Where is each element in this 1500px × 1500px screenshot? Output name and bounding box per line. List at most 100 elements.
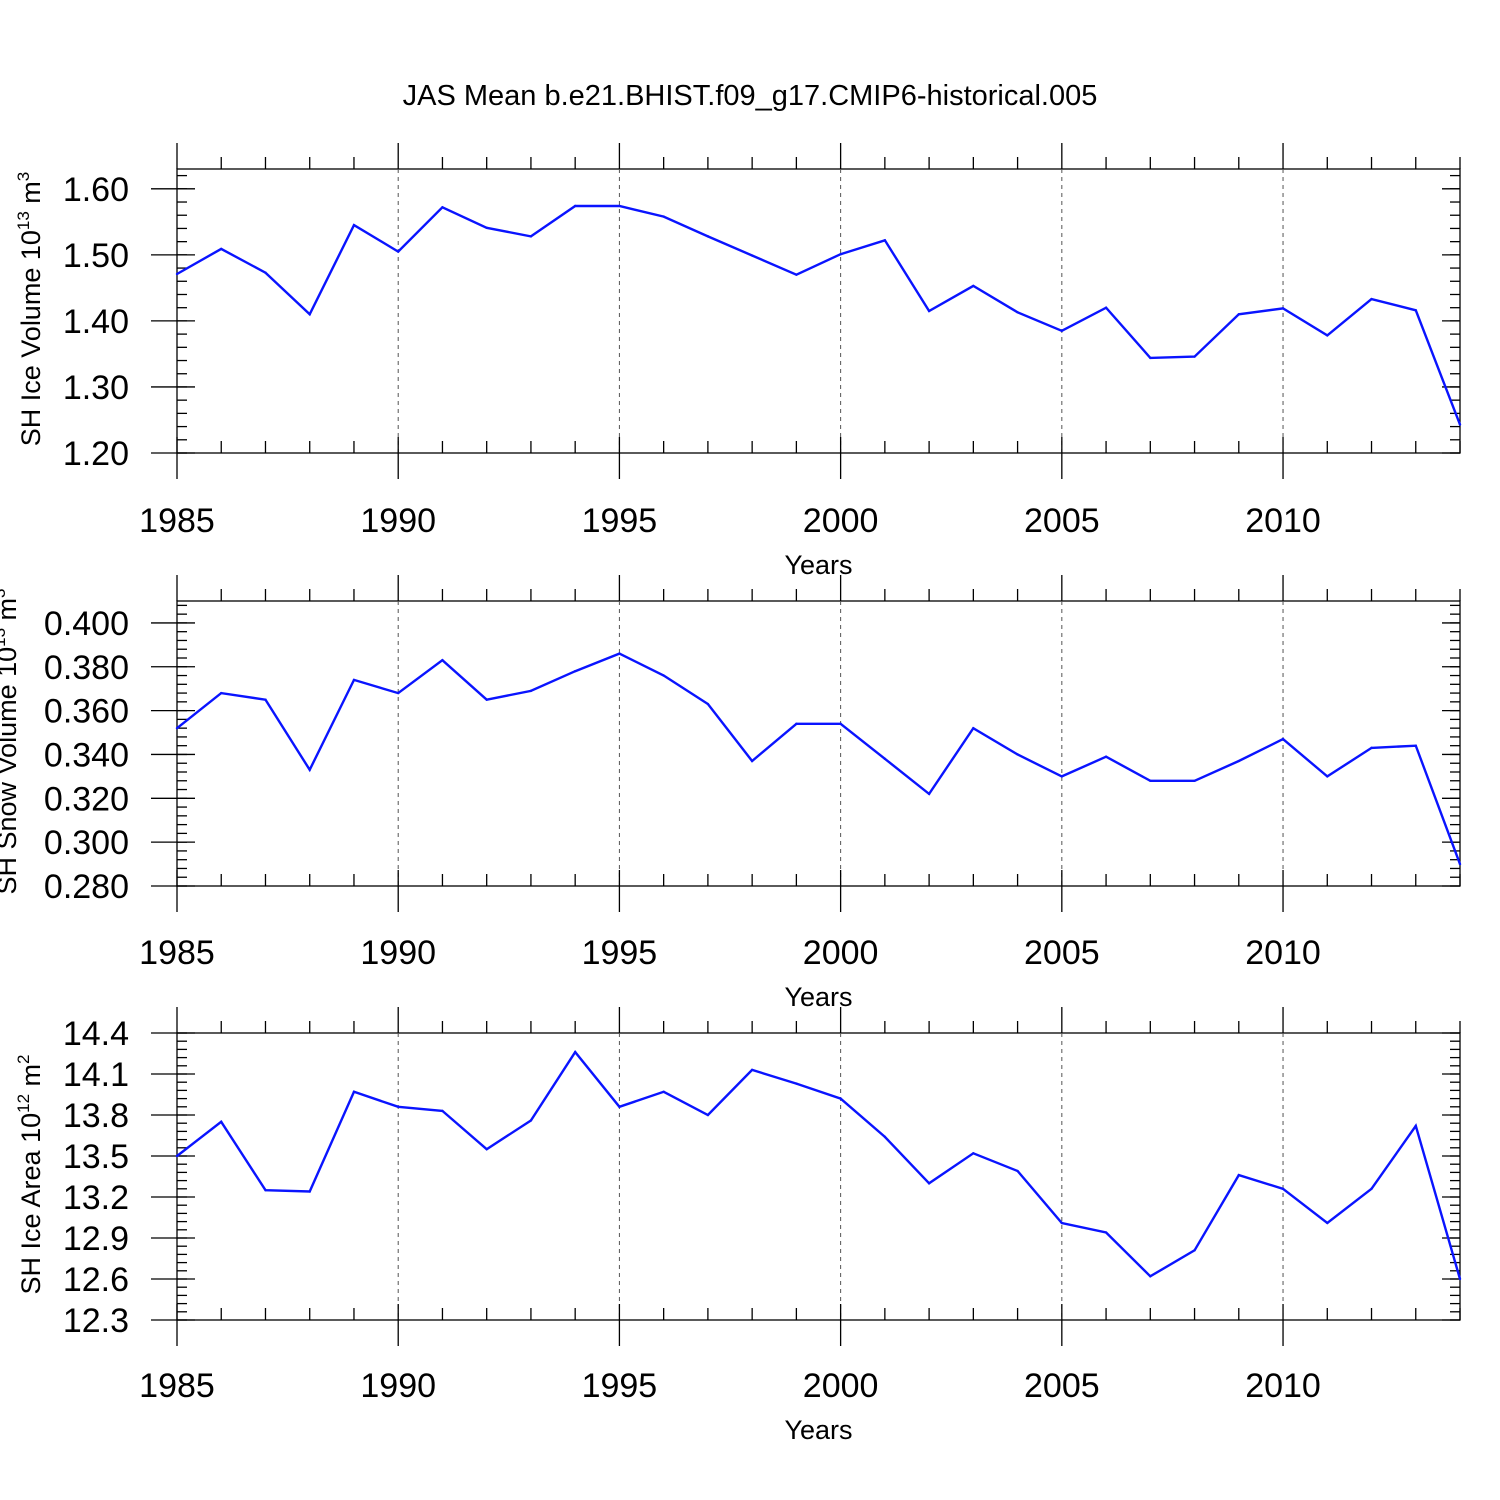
- y-axis-title-unit-exponent: 3: [0, 588, 9, 597]
- data-point: [441, 658, 444, 662]
- series-line: [176, 652, 1462, 865]
- data-point: [1414, 1124, 1417, 1128]
- data-point: [1193, 779, 1196, 782]
- data-point: [264, 698, 267, 701]
- y-tick-label: 1.30: [63, 369, 129, 407]
- data-point: [1326, 334, 1329, 337]
- y-axis-title-text: SH Ice Volume 10: [16, 230, 46, 446]
- y-tick-label: 1.60: [63, 171, 129, 209]
- y-tick-label: 0.360: [44, 693, 129, 731]
- chart-panel-1: 1985 1990 1995 2000 2005 2010 1.20 1.30 1.40 1.50…: [14, 143, 1462, 580]
- data-point: [1104, 1231, 1108, 1234]
- data-point: [397, 691, 400, 695]
- x-tick-label: 2005: [1024, 502, 1100, 540]
- data-point: [1149, 1275, 1152, 1278]
- data-point: [750, 254, 754, 257]
- data-point: [927, 792, 931, 796]
- data-point: [706, 702, 710, 706]
- data-point: [883, 757, 887, 761]
- x-tick-label: 1995: [582, 1367, 658, 1405]
- data-point: [662, 1090, 665, 1093]
- panels: 1985 1990 1995 2000 2005 2010 1.20 1.30 1.40 1.50…: [0, 143, 1462, 1445]
- data-point: [927, 1182, 931, 1185]
- figure-title: JAS Mean b.e21.BHIST.f09_g17.CMIP6-histo…: [403, 80, 1098, 112]
- y-tick-label: 13.5: [63, 1138, 129, 1176]
- data-point: [1060, 329, 1064, 333]
- x-tick-label: 1990: [360, 502, 436, 540]
- data-point: [1370, 1187, 1373, 1191]
- data-point: [220, 1120, 223, 1124]
- y-axis-title: SH Ice Volume 1013 m3: [14, 172, 46, 447]
- data-point: [529, 1119, 533, 1122]
- y-tick-label: 12.3: [63, 1302, 129, 1340]
- y-tick-label: 14.4: [63, 1015, 129, 1053]
- data-point: [618, 204, 621, 208]
- data-point: [662, 215, 665, 218]
- data-point: [220, 247, 223, 251]
- data-point: [1281, 737, 1285, 741]
- series-line: [176, 1050, 1462, 1280]
- data-point: [1237, 1173, 1240, 1177]
- y-axis-title: SH Snow Volume 1013 m3: [0, 588, 22, 894]
- data-point: [972, 726, 975, 730]
- data-point: [883, 239, 887, 242]
- data-point: [1370, 746, 1373, 750]
- data-point: [839, 722, 842, 725]
- data-point: [441, 1109, 444, 1113]
- y-tick-label: 12.6: [63, 1261, 129, 1299]
- x-tick-label: 1985: [139, 502, 215, 540]
- x-axis-title: Years: [784, 982, 852, 1012]
- series-line: [176, 204, 1462, 426]
- data-point: [1016, 753, 1019, 756]
- data-point: [618, 652, 621, 655]
- data-point: [1016, 311, 1019, 314]
- data-point: [352, 678, 356, 682]
- data-point: [883, 1135, 887, 1139]
- plot-frame: [176, 600, 1461, 887]
- y-tick-label: 1.50: [63, 237, 129, 275]
- data-point: [1458, 423, 1462, 426]
- data-point: [706, 1113, 710, 1117]
- data-point: [972, 284, 975, 288]
- data-point: [1458, 862, 1462, 866]
- data-point: [573, 1050, 577, 1054]
- data-point: [529, 689, 533, 693]
- plot-frame: [176, 1032, 1461, 1321]
- data-point: [1281, 1187, 1285, 1191]
- data-point: [485, 698, 488, 701]
- data-point: [795, 722, 798, 725]
- data-point: [750, 1068, 754, 1072]
- data-point: [1326, 775, 1329, 778]
- data-point: [662, 674, 665, 677]
- data-point: [706, 235, 710, 238]
- x-tick-label: 2010: [1245, 1367, 1321, 1405]
- y-tick-label: 12.9: [63, 1220, 129, 1258]
- y-tick-label: 0.340: [44, 736, 129, 774]
- data-point: [1104, 755, 1108, 758]
- data-point: [1060, 1221, 1064, 1225]
- data-point: [485, 226, 488, 229]
- data-point: [795, 273, 798, 276]
- data-point: [1060, 775, 1064, 778]
- data-point: [485, 1147, 488, 1151]
- y-tick-label: 0.320: [44, 780, 129, 818]
- data-point: [441, 206, 444, 209]
- data-point: [1326, 1221, 1329, 1225]
- data-point: [839, 253, 842, 256]
- y-axis-title-unit: m: [16, 181, 46, 211]
- x-tick-label: 2000: [803, 502, 879, 540]
- data-point: [1414, 744, 1417, 747]
- y-axis-title: SH Ice Area 1012 m2: [14, 1055, 46, 1295]
- y-axis-title-exponent: 13: [0, 628, 9, 647]
- data-point: [1104, 306, 1108, 309]
- x-tick-label: 1985: [139, 1367, 215, 1405]
- y-tick-label: 14.1: [63, 1056, 129, 1094]
- x-tick-label: 2000: [803, 1367, 879, 1405]
- data-point: [1193, 355, 1196, 358]
- chart-panel-2: 1985 1990 1995 2000 2005 2010 0.280 0.300 0.320 0…: [0, 575, 1462, 1012]
- data-point: [308, 313, 311, 316]
- data-point: [529, 235, 533, 238]
- data-point: [972, 1152, 975, 1155]
- data-point: [220, 691, 223, 695]
- data-point: [397, 1105, 400, 1109]
